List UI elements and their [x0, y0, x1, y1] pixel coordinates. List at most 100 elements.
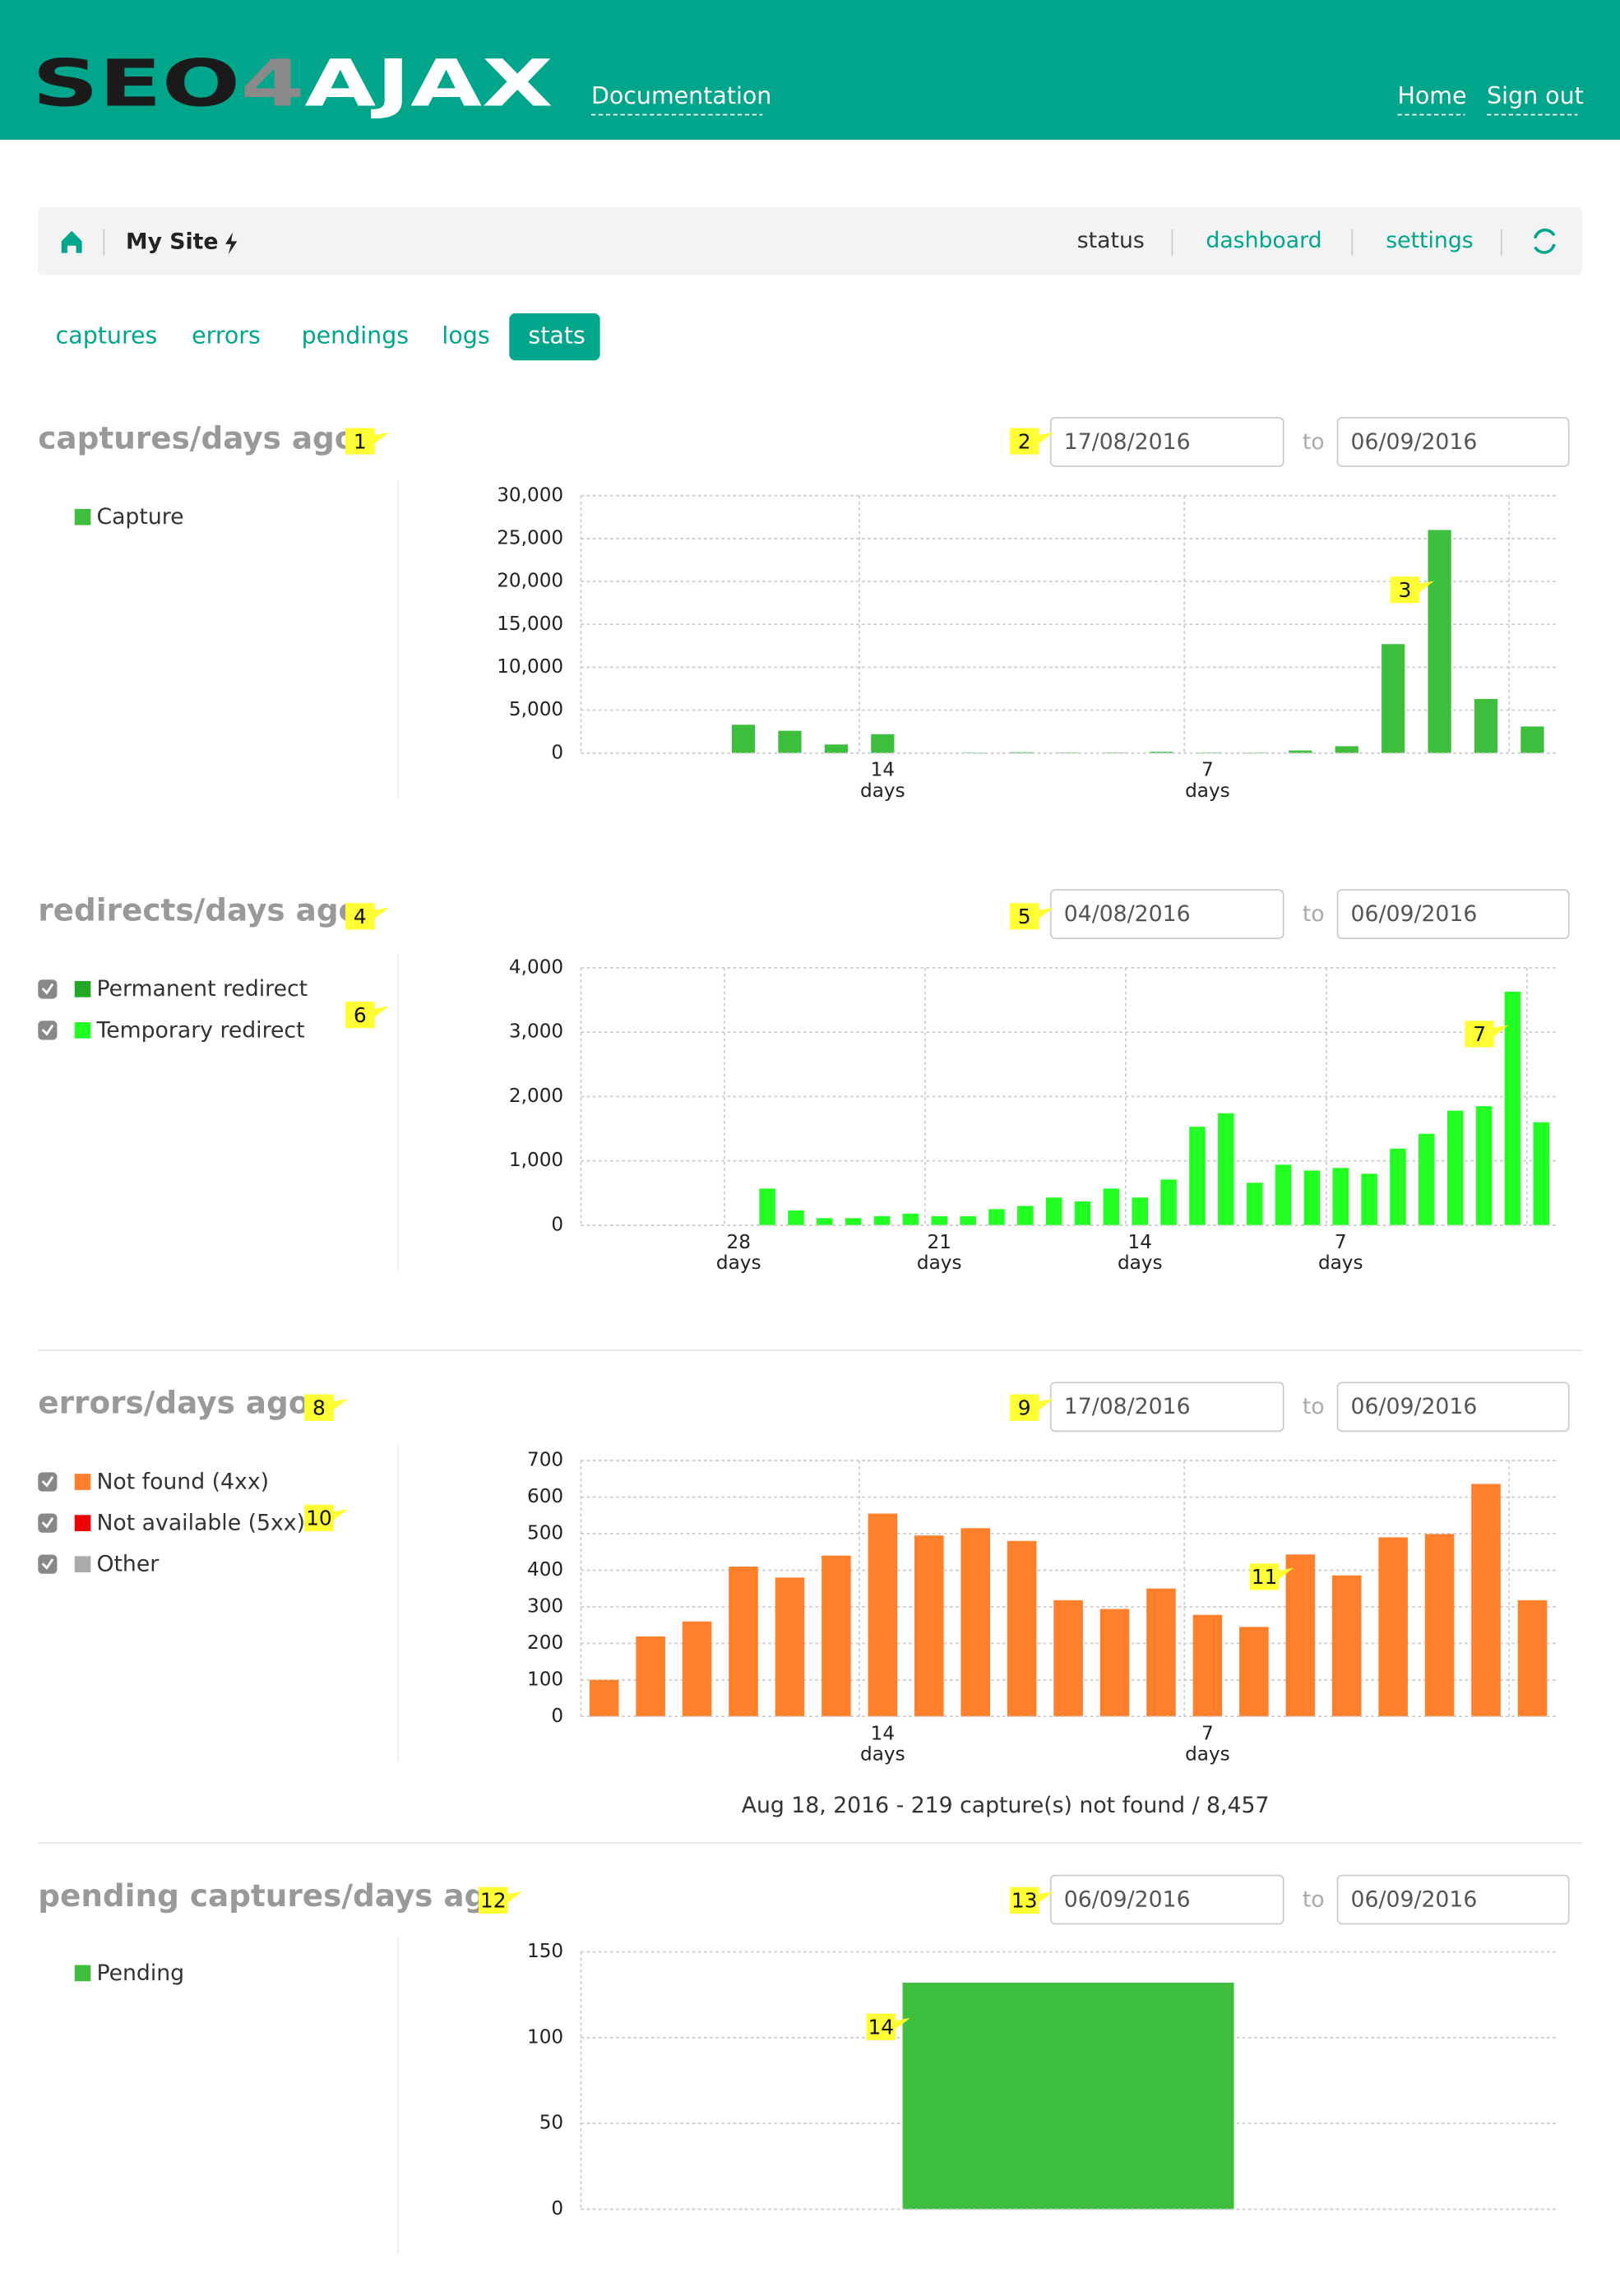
bar: [1382, 644, 1405, 753]
x-tick-label: 14: [871, 1722, 895, 1744]
bar: [960, 1528, 990, 1717]
legend-swatch[interactable]: [74, 1474, 91, 1490]
legend-swatch[interactable]: [74, 1515, 91, 1531]
date-input[interactable]: [1049, 417, 1284, 467]
nav-link[interactable]: Sign out: [1487, 82, 1584, 109]
date-separator: to: [1303, 1394, 1325, 1419]
y-tick-label: 15,000: [497, 613, 563, 635]
bar: [682, 1621, 712, 1717]
bar: [873, 1215, 891, 1225]
y-tick-label: 10,000: [497, 655, 563, 678]
bar: [1053, 1599, 1083, 1717]
bar: [788, 1210, 804, 1225]
panel-title: redirects/days ago: [38, 891, 359, 928]
tab[interactable]: pendings: [302, 322, 410, 349]
tab[interactable]: stats: [528, 322, 585, 349]
logo[interactable]: SEO 4 AJAX: [32, 46, 553, 122]
marker-box: [866, 2013, 896, 2040]
bolt-icon: [225, 232, 238, 255]
bar: [960, 1215, 976, 1225]
bar: [902, 1213, 919, 1225]
legend-label[interactable]: Not available (5xx): [96, 1510, 305, 1535]
legend-swatch[interactable]: [74, 980, 91, 998]
tab[interactable]: captures: [56, 322, 158, 349]
x-tick-label: 21: [928, 1231, 951, 1253]
legend-checkbox[interactable]: [38, 979, 58, 999]
bar: [729, 1567, 758, 1717]
tab[interactable]: errors: [192, 322, 261, 349]
bar: [1189, 1127, 1206, 1225]
date-input-value: 17/08/2016: [1064, 429, 1191, 455]
bar: [1332, 1168, 1349, 1225]
y-tick-label: 3,000: [509, 1021, 563, 1043]
date-input-value: 06/09/2016: [1351, 1886, 1478, 1912]
y-tick-label: 2,000: [509, 1085, 563, 1107]
bar: [759, 1188, 775, 1225]
bar: [1520, 726, 1544, 753]
legend-swatch[interactable]: [74, 1022, 91, 1039]
panel-title: pending captures/days ago: [38, 1877, 507, 1914]
y-tick-label: 600: [527, 1485, 563, 1507]
x-tick-label: 14: [1128, 1231, 1152, 1253]
legend-label[interactable]: Other: [96, 1552, 159, 1577]
date-separator: to: [1303, 901, 1325, 927]
marker-label: 7: [1473, 1022, 1486, 1046]
date-input[interactable]: [1049, 1874, 1284, 1925]
legend-checkbox[interactable]: [38, 1554, 58, 1574]
bar: [1289, 750, 1312, 753]
bar: [1424, 1534, 1455, 1717]
x-tick-label: 7: [1201, 759, 1214, 781]
y-tick-label: 0: [551, 741, 563, 763]
legend-checkbox[interactable]: [38, 1021, 58, 1040]
site-name[interactable]: My Site: [126, 229, 218, 255]
marker-label: 10: [306, 1507, 332, 1530]
legend-label[interactable]: Temporary redirect: [95, 1017, 304, 1043]
bar: [1275, 1164, 1292, 1225]
x-tick-unit: days: [917, 1252, 962, 1274]
legend-checkbox[interactable]: [38, 1513, 58, 1533]
toolbar-link[interactable]: settings: [1386, 228, 1473, 253]
marker-label: 14: [868, 2015, 894, 2039]
x-tick-unit: days: [860, 1743, 905, 1765]
marker-pointer: [1035, 432, 1054, 446]
date-separator: to: [1303, 1886, 1325, 1912]
bar: [1419, 1133, 1435, 1225]
date-input[interactable]: [1336, 417, 1570, 467]
checkmark: [41, 983, 54, 995]
bar: [1361, 1173, 1377, 1225]
toolbar-link[interactable]: status: [1077, 228, 1145, 253]
date-input[interactable]: [1336, 1382, 1570, 1433]
date-input[interactable]: [1336, 1874, 1570, 1925]
toolbar-link[interactable]: dashboard: [1206, 228, 1321, 253]
marker-box: [345, 1002, 375, 1029]
refresh-icon[interactable]: [1534, 228, 1556, 254]
bar: [1132, 1197, 1149, 1225]
marker-pointer: [1035, 1891, 1054, 1905]
tab[interactable]: logs: [442, 322, 489, 349]
date-input[interactable]: [1049, 889, 1284, 940]
y-tick-label: 0: [551, 2197, 563, 2220]
y-tick-label: 50: [539, 2112, 563, 2134]
legend-checkbox[interactable]: [38, 1472, 58, 1492]
bar: [1475, 1106, 1493, 1225]
date-input[interactable]: [1336, 889, 1570, 940]
nav-link[interactable]: Home: [1398, 82, 1467, 109]
checkmark: [41, 1475, 54, 1488]
bar: [1474, 699, 1498, 753]
nav-link[interactable]: Documentation: [591, 82, 771, 109]
date-input[interactable]: [1049, 1382, 1284, 1433]
marker-box: [345, 428, 375, 455]
x-tick-unit: days: [716, 1252, 761, 1274]
legend-label[interactable]: Permanent redirect: [96, 976, 308, 1002]
legend-label: Capture: [96, 504, 183, 530]
marker-box: [1009, 428, 1039, 455]
bar: [822, 1555, 851, 1717]
bar: [731, 724, 756, 753]
marker-box: [304, 1394, 334, 1421]
legend-label[interactable]: Not found (4xx): [96, 1469, 269, 1494]
home-icon[interactable]: [61, 230, 82, 253]
legend-swatch[interactable]: [74, 1556, 91, 1573]
marker-label: 4: [354, 905, 367, 928]
chart-status-text: Aug 18, 2016 - 219 capture(s) not found …: [742, 1793, 1270, 1818]
